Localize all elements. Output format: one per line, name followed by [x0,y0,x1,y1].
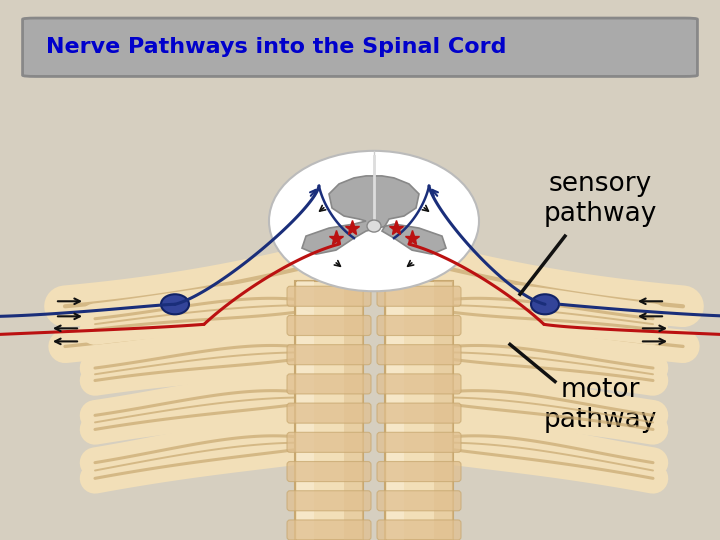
FancyBboxPatch shape [377,520,461,540]
Bar [295,281,363,540]
FancyBboxPatch shape [287,345,371,364]
Bar [387,281,404,540]
FancyBboxPatch shape [377,374,461,394]
Bar [297,281,314,540]
FancyBboxPatch shape [377,462,461,482]
Polygon shape [302,176,446,254]
FancyBboxPatch shape [377,286,461,306]
FancyBboxPatch shape [287,491,371,511]
Ellipse shape [161,294,189,314]
Text: motor
pathway: motor pathway [544,376,657,433]
Bar [385,281,453,540]
FancyBboxPatch shape [287,462,371,482]
FancyBboxPatch shape [287,374,371,394]
FancyBboxPatch shape [287,315,371,335]
FancyBboxPatch shape [377,345,461,364]
Ellipse shape [367,220,381,232]
FancyBboxPatch shape [287,520,371,540]
Bar [344,281,363,540]
Ellipse shape [269,151,479,291]
FancyBboxPatch shape [287,286,371,306]
FancyBboxPatch shape [377,315,461,335]
Text: Nerve Pathways into the Spinal Cord: Nerve Pathways into the Spinal Cord [45,37,506,57]
Bar [434,281,453,540]
FancyBboxPatch shape [287,433,371,453]
FancyBboxPatch shape [287,403,371,423]
Text: sensory
pathway: sensory pathway [544,171,657,227]
FancyBboxPatch shape [377,403,461,423]
FancyBboxPatch shape [22,18,698,77]
FancyBboxPatch shape [377,433,461,453]
Ellipse shape [531,294,559,314]
FancyBboxPatch shape [377,491,461,511]
